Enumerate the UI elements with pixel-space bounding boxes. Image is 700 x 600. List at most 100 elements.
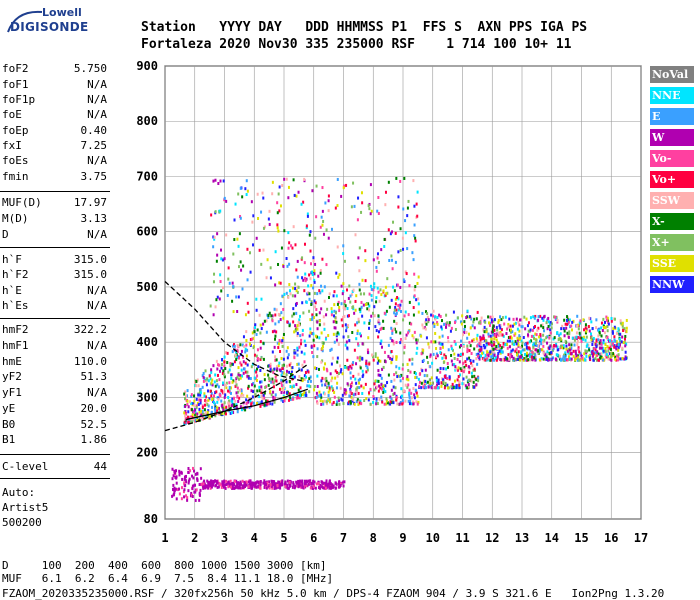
echo-point <box>407 329 410 333</box>
echo-point <box>175 497 178 501</box>
echo-point <box>312 286 315 290</box>
echo-point <box>511 355 514 359</box>
echo-point <box>617 343 620 347</box>
echo-point <box>414 239 417 243</box>
echo-point <box>213 235 216 239</box>
echo-point <box>559 332 562 336</box>
echo-point <box>325 382 328 386</box>
echo-point <box>318 390 321 394</box>
echo-point <box>302 278 305 282</box>
echo-point <box>292 225 295 229</box>
echo-point <box>375 397 378 401</box>
param-name: fxI <box>2 139 22 152</box>
echo-point <box>339 482 342 486</box>
echo-point <box>299 386 302 390</box>
param-name: hmF2 <box>2 323 29 336</box>
echo-point <box>410 322 413 326</box>
echo-point <box>427 385 430 389</box>
y-tick-label: 200 <box>136 446 158 460</box>
echo-point <box>440 325 443 329</box>
y-tick-label: 300 <box>136 390 158 404</box>
echo-point <box>198 407 201 411</box>
echo-point <box>185 480 188 484</box>
echo-point <box>188 400 191 404</box>
echo-point <box>349 371 352 375</box>
echo-point <box>369 183 372 187</box>
echo-point <box>603 331 606 335</box>
echo-point <box>333 390 336 394</box>
echo-point <box>289 373 292 377</box>
echo-point <box>475 317 478 321</box>
echo-point <box>414 236 417 240</box>
echo-point <box>234 380 237 384</box>
echo-point <box>327 334 330 338</box>
echo-point <box>399 227 402 231</box>
echo-point <box>321 289 324 293</box>
echo-point <box>430 340 433 344</box>
echo-point <box>294 243 297 247</box>
echo-point <box>545 336 548 340</box>
echo-point <box>466 350 469 354</box>
param-name: D <box>2 228 9 241</box>
echo-point <box>343 314 346 318</box>
echo-point <box>465 316 468 320</box>
echo-point <box>550 351 553 355</box>
echo-point <box>492 350 495 354</box>
echo-point <box>258 395 261 399</box>
echo-point <box>424 368 427 372</box>
echo-point <box>275 373 278 377</box>
echo-point <box>283 399 286 403</box>
echo-point <box>301 485 304 489</box>
echo-point <box>232 411 235 415</box>
echo-point <box>221 411 224 415</box>
echo-point <box>508 345 511 349</box>
echo-point <box>295 301 298 305</box>
echo-point <box>382 384 385 388</box>
echo-point <box>252 401 255 405</box>
echo-point <box>441 342 444 346</box>
echo-point <box>375 329 378 333</box>
echo-point <box>531 328 534 332</box>
echo-point <box>392 392 395 396</box>
echo-point <box>268 402 271 406</box>
echo-point <box>399 248 402 252</box>
echo-point <box>574 352 577 356</box>
echo-point <box>335 334 338 338</box>
param-value: 110.0 <box>73 355 107 368</box>
echo-point <box>616 356 619 360</box>
echo-point <box>186 403 189 407</box>
echo-point <box>343 388 346 392</box>
echo-point <box>347 367 350 371</box>
echo-point <box>257 365 260 369</box>
echo-point <box>473 317 476 321</box>
param-value: 5.750 <box>73 62 107 75</box>
echo-point <box>244 187 247 191</box>
param-name: yE <box>2 402 16 415</box>
echo-point <box>263 481 266 485</box>
echo-point <box>562 327 565 331</box>
echo-point <box>370 287 373 291</box>
echo-point <box>292 483 295 487</box>
echo-point <box>612 327 615 331</box>
echo-point <box>245 179 248 183</box>
echo-point <box>202 371 205 375</box>
echo-point <box>255 378 258 382</box>
echo-point <box>305 226 308 230</box>
echo-point <box>346 358 349 362</box>
echo-point <box>235 479 238 483</box>
echo-point <box>429 355 432 359</box>
echo-point <box>325 379 328 383</box>
echo-point <box>231 281 234 285</box>
echo-point <box>277 262 280 266</box>
echo-point <box>342 244 345 248</box>
echo-point <box>281 370 284 374</box>
echo-point <box>239 186 242 190</box>
param-value: 51.3 <box>80 370 108 383</box>
echo-point <box>296 331 299 335</box>
echo-point <box>196 478 199 482</box>
echo-point <box>293 375 296 379</box>
echo-point <box>611 342 614 346</box>
echo-point <box>222 369 225 373</box>
echo-point <box>492 353 495 357</box>
echo-point <box>245 354 248 358</box>
